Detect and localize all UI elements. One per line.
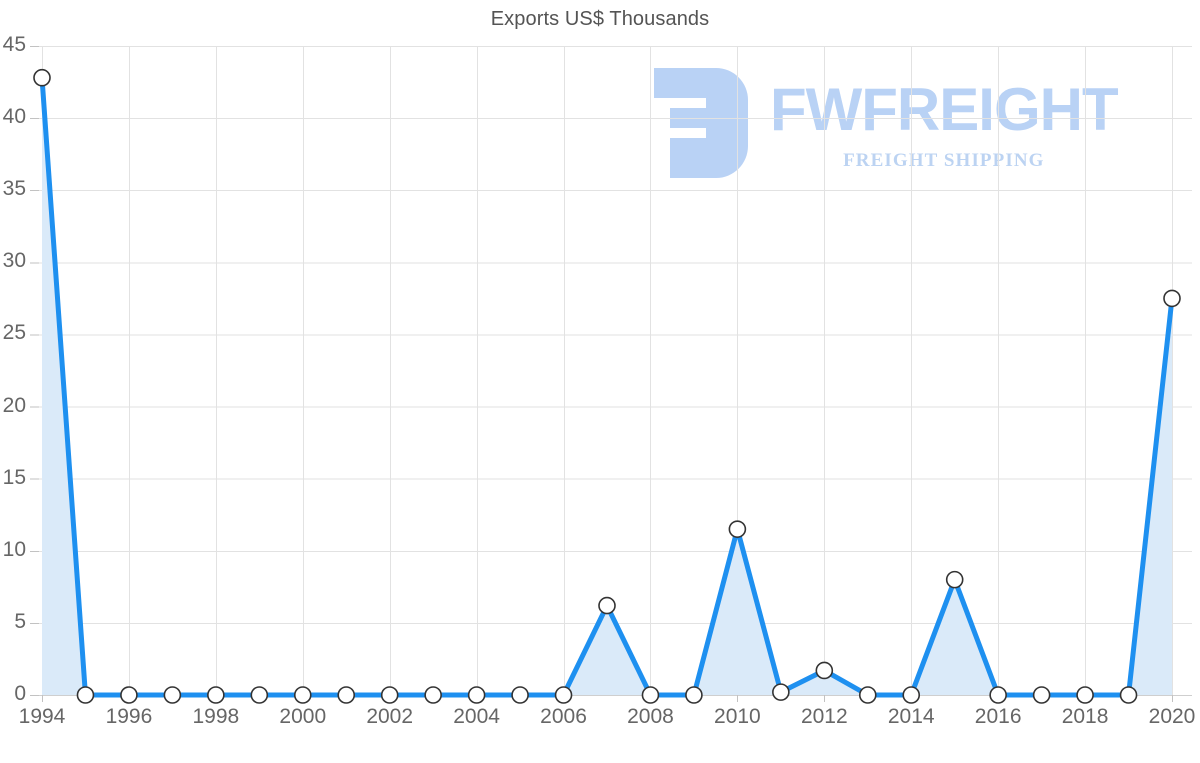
x-tick-label: 2008 bbox=[627, 705, 674, 728]
y-tick-label: 30 bbox=[2, 249, 26, 273]
data-point-marker[interactable] bbox=[511, 686, 529, 704]
data-point-marker[interactable] bbox=[728, 520, 747, 538]
data-point-marker[interactable] bbox=[641, 686, 660, 704]
y-tick-label: 40 bbox=[2, 105, 26, 129]
x-tick-label: 2010 bbox=[714, 705, 761, 728]
data-point-marker[interactable] bbox=[163, 686, 182, 704]
page-title: Exports US$ Thousands bbox=[490, 8, 710, 30]
y-tick-label: 45 bbox=[2, 33, 26, 56]
data-point-marker[interactable] bbox=[207, 686, 225, 704]
x-tick-label: 1996 bbox=[105, 705, 153, 728]
x-tick-label: 2006 bbox=[540, 705, 587, 728]
x-tick-label: 1994 bbox=[18, 705, 66, 728]
data-point-marker[interactable] bbox=[858, 686, 877, 704]
data-point-marker[interactable] bbox=[902, 686, 921, 704]
data-point-marker[interactable] bbox=[1163, 289, 1181, 308]
data-point-marker[interactable] bbox=[120, 686, 138, 704]
y-tick-label: 35 bbox=[2, 177, 26, 201]
x-tick-label: 1998 bbox=[192, 705, 240, 728]
x-tick-label: 2002 bbox=[366, 705, 414, 728]
y-tick-label: 15 bbox=[2, 465, 26, 489]
x-tick-label: 2020 bbox=[1148, 705, 1196, 728]
x-tick-label: 2012 bbox=[800, 705, 848, 728]
x-tick-label: 2014 bbox=[887, 705, 935, 728]
x-tick-label: 2004 bbox=[453, 705, 500, 728]
x-tick-label: 2016 bbox=[974, 705, 1022, 728]
data-point-marker[interactable] bbox=[772, 683, 790, 701]
data-point-marker[interactable] bbox=[1076, 686, 1094, 704]
data-point-marker[interactable] bbox=[76, 686, 95, 704]
data-point-marker[interactable] bbox=[685, 686, 703, 704]
data-point-marker[interactable] bbox=[337, 686, 356, 704]
series-markers bbox=[33, 68, 1181, 704]
data-point-marker[interactable] bbox=[250, 686, 269, 704]
data-point-marker[interactable] bbox=[424, 686, 442, 704]
y-tick-label: 5 bbox=[14, 609, 26, 633]
data-point-marker[interactable] bbox=[815, 661, 834, 680]
x-tick-label: 2018 bbox=[1061, 705, 1109, 728]
data-point-marker[interactable] bbox=[467, 686, 486, 704]
data-point-marker[interactable] bbox=[989, 686, 1007, 704]
y-tick-label: 10 bbox=[2, 537, 26, 561]
data-point-marker[interactable] bbox=[33, 68, 51, 87]
data-point-marker[interactable] bbox=[598, 596, 616, 615]
data-point-marker[interactable] bbox=[1032, 686, 1051, 704]
data-point-marker[interactable] bbox=[293, 686, 312, 704]
y-tick-label: 20 bbox=[2, 393, 26, 417]
data-point-marker[interactable] bbox=[554, 686, 573, 704]
data-point-marker[interactable] bbox=[380, 686, 399, 704]
x-tick-label: 2000 bbox=[279, 705, 327, 728]
data-point-marker[interactable] bbox=[945, 570, 964, 589]
grid-lines bbox=[32, 46, 1192, 696]
y-tick-label: 25 bbox=[2, 321, 26, 345]
data-point-marker[interactable] bbox=[1119, 686, 1138, 704]
y-tick-label: 0 bbox=[14, 682, 26, 705]
